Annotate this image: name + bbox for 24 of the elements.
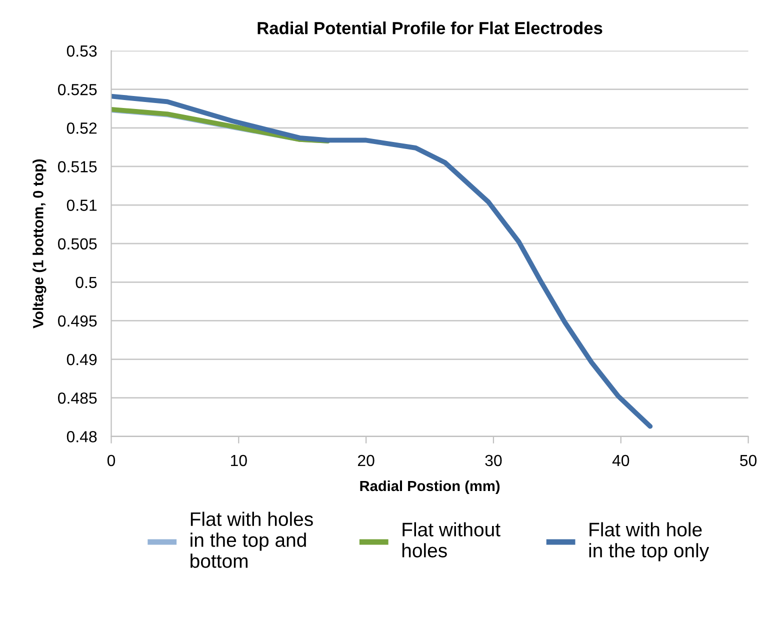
y-tick-label: 0.53: [66, 45, 97, 57]
y-tick-label: 0.49: [66, 354, 97, 366]
legend-label: Flat without holes: [402, 522, 500, 558]
line-series: [111, 94, 653, 429]
x-tick-label: 40: [612, 454, 630, 466]
legend-label: Flat with holes in the top and bottom: [190, 512, 313, 568]
y-tick-label: 0.5: [76, 276, 97, 288]
chart-title: Radial Potential Profile for Flat Electrodes: [258, 22, 602, 34]
y-tick-label: 0.51: [66, 200, 97, 211]
x-tick-label: 50: [740, 454, 757, 466]
legend-label: Flat with hole in the top only: [589, 522, 710, 562]
x-axis-title: Radial Postion (mm): [360, 480, 500, 494]
y-tick-label: 0.495: [58, 315, 97, 327]
y-tick-label: 0.525: [58, 84, 97, 96]
y-tick-label: 0.52: [66, 122, 97, 134]
x-tick-label: 30: [485, 454, 502, 466]
x-tick-label: 0: [107, 454, 116, 466]
x-tick-label: 10: [230, 454, 247, 466]
y-tick-label: 0.485: [58, 392, 97, 404]
y-axis-title: Voltage (1 bottom, 0 top): [32, 159, 46, 328]
y-tick-label: 0.48: [66, 431, 97, 442]
y-tick-label: 0.515: [58, 161, 97, 172]
y-tick-label: 0.505: [58, 238, 97, 250]
x-tick-label: 20: [358, 454, 374, 466]
